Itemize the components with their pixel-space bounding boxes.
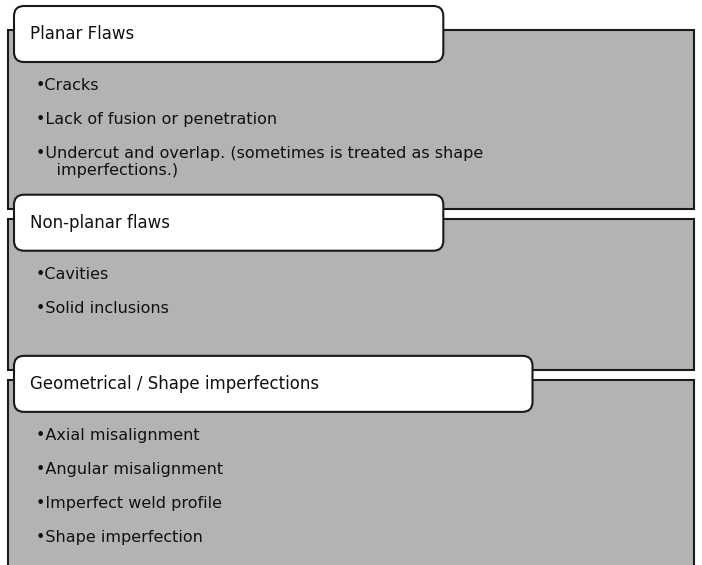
Text: •Axial misalignment: •Axial misalignment (36, 428, 199, 443)
Bar (8, 30, 694, 208)
Bar (8, 380, 694, 565)
Text: Planar Flaws: Planar Flaws (30, 25, 134, 43)
Text: •Cavities: •Cavities (36, 267, 110, 282)
Bar (8, 219, 694, 370)
Text: •Imperfect weld profile: •Imperfect weld profile (36, 496, 222, 511)
Text: •Undercut and overlap. (sometimes is treated as shape
    imperfections.): •Undercut and overlap. (sometimes is tre… (36, 146, 483, 179)
Text: Geometrical / Shape imperfections: Geometrical / Shape imperfections (30, 375, 319, 393)
FancyBboxPatch shape (14, 195, 444, 251)
Text: •Lack of fusion or penetration: •Lack of fusion or penetration (36, 112, 277, 127)
Text: Non-planar flaws: Non-planar flaws (30, 214, 170, 232)
FancyBboxPatch shape (14, 6, 444, 62)
Text: •Angular misalignment: •Angular misalignment (36, 462, 223, 477)
Text: •Cracks: •Cracks (36, 78, 100, 93)
FancyBboxPatch shape (14, 356, 533, 412)
Text: •Solid inclusions: •Solid inclusions (36, 301, 169, 316)
Text: •Shape imperfection: •Shape imperfection (36, 530, 203, 545)
